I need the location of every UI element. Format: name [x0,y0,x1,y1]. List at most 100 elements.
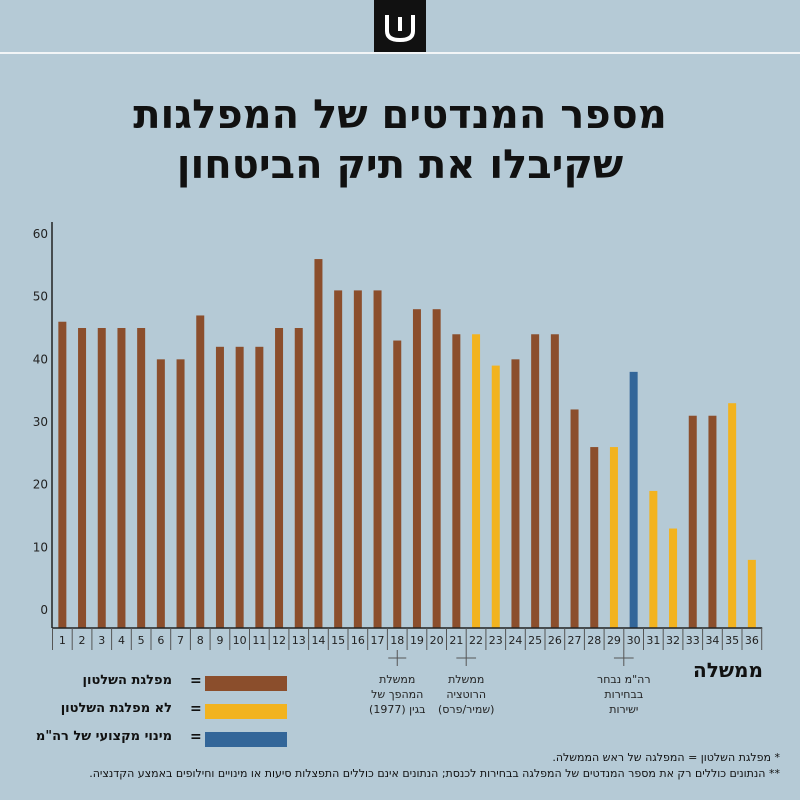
chart-title: מספר המנדטים של המפלגות שקיבלו את תיק הב… [0,90,800,190]
header-divider [0,52,800,54]
x-tick-label: 19 [410,634,424,647]
x-tick-label: 21 [449,634,463,647]
bar-6 [156,359,165,628]
legend-label: מינוי מקצועי של רה"מ [35,729,172,744]
bar-22 [472,334,481,628]
title-line-2: שקיבלו את תיק הביטחון [176,142,624,188]
y-tick-label: 20 [33,478,48,492]
legend-equals: = [190,701,202,717]
bar-15 [334,290,343,628]
legend-swatch-not-ruling [205,704,287,719]
annotation-text: רה"מ נבחר [597,673,651,686]
bar-31 [649,490,658,628]
legend-label: לא מפלגת השלטון [60,701,172,716]
y-tick-label: 40 [33,352,48,366]
annotation-text: (שמיר/פרס) [438,703,494,716]
bar-2 [78,328,87,628]
legend-item-pm-professional: מינוי מקצועי של רה"מ = [30,726,287,750]
legend-label: מפלגת השלטון [82,673,172,688]
x-tick-label: 6 [157,634,164,647]
bar-20 [432,309,441,628]
annotation: ממשלת המהפך של בגין (1977) [369,650,425,716]
x-tick-label: 9 [216,634,223,647]
x-tick-label: 30 [627,634,641,647]
annotations: ממשלת המהפך של בגין (1977) ממשלת הרוטציה (שמי… [369,650,651,716]
annotation-text: ממשלת [448,673,484,686]
footnotes: * מפלגת השלטון = המפלגה של ראש הממשלה. *… [0,750,780,782]
x-tick-label: 20 [430,634,444,647]
bar-29 [609,447,618,628]
x-tick-label: 7 [177,634,184,647]
x-tick-label: 31 [646,634,660,647]
y-tick-label: 0 [40,603,48,617]
bar-1 [58,321,67,628]
x-tick-label: 23 [489,634,503,647]
brand-logo [374,0,426,52]
x-tick-label: 25 [528,634,542,647]
bar-4 [117,328,126,628]
bars [58,259,756,628]
bar-32 [669,528,678,628]
bar-27 [570,409,579,628]
bar-18 [393,340,402,628]
bar-23 [491,365,500,628]
x-tick-label: 3 [98,634,105,647]
x-axis: 1 2 3 4 5 6 7 8 9 10 11 12 13 14 15 16 17 18 19 20 21 22 23 24 2… [52,627,763,650]
x-tick-label: 1 [59,634,66,647]
y-tick-label: 10 [33,540,48,554]
bar-7 [176,359,185,628]
bar-24 [511,359,520,628]
bar-35 [728,403,737,628]
bar-9 [215,346,224,628]
x-tick-label: 27 [568,634,582,647]
x-tick-label: 22 [469,634,483,647]
annotation: ממשלת הרוטציה (שמיר/פרס) [438,650,494,716]
y-axis: 0 10 20 30 40 50 60 [33,222,53,628]
bar-28 [590,447,599,628]
x-tick-label: 26 [548,634,562,647]
annotation-text: ממשלת [379,673,415,686]
x-tick-label: 5 [138,634,145,647]
legend-swatch-ruling [205,676,287,691]
bar-33 [688,415,697,628]
bar-21 [452,334,461,628]
legend-item-not-ruling: לא מפלגת השלטון = [30,698,287,722]
x-tick-label: 28 [587,634,601,647]
legend-swatch-pm-professional [205,732,287,747]
x-axis-label: ממשלה [693,658,763,682]
annotation-text: המהפך של [371,688,423,701]
x-tick-label: 34 [705,634,719,647]
bar-3 [97,328,106,628]
x-tick-label: 2 [79,634,86,647]
bar-36 [747,559,756,628]
x-tick-label: 15 [331,634,345,647]
x-tick-label: 35 [725,634,739,647]
legend-equals: = [190,673,202,689]
bar-17 [373,290,382,628]
y-tick-label: 30 [33,415,48,429]
bar-19 [412,309,421,628]
bar-25 [531,334,540,628]
legend-equals: = [190,729,202,745]
y-tick-label: 50 [33,290,48,304]
annotation-text: בגין (1977) [369,703,425,716]
y-tick-label: 60 [33,227,48,241]
bar-12 [275,328,284,628]
annotation-text: הרוטציה [446,688,486,701]
footnote-1: * מפלגת השלטון = המפלגה של ראש הממשלה. [552,751,780,764]
bar-10 [235,346,244,628]
bar-5 [137,328,146,628]
x-tick-label: 16 [351,634,365,647]
annotation-text: ישירות [609,703,638,716]
footnote-2: ** הנתונים כוללים רק את מספר המנדטים של … [89,767,780,780]
x-tick-label: 10 [233,634,247,647]
x-tick-label: 8 [197,634,204,647]
bar-30 [629,371,638,628]
x-tick-label: 14 [311,634,325,647]
x-tick-label: 18 [390,634,404,647]
x-tick-label: 24 [508,634,522,647]
x-tick-label: 13 [292,634,306,647]
bar-8 [196,315,205,628]
legend-item-ruling: מפלגת השלטון = [30,670,287,694]
